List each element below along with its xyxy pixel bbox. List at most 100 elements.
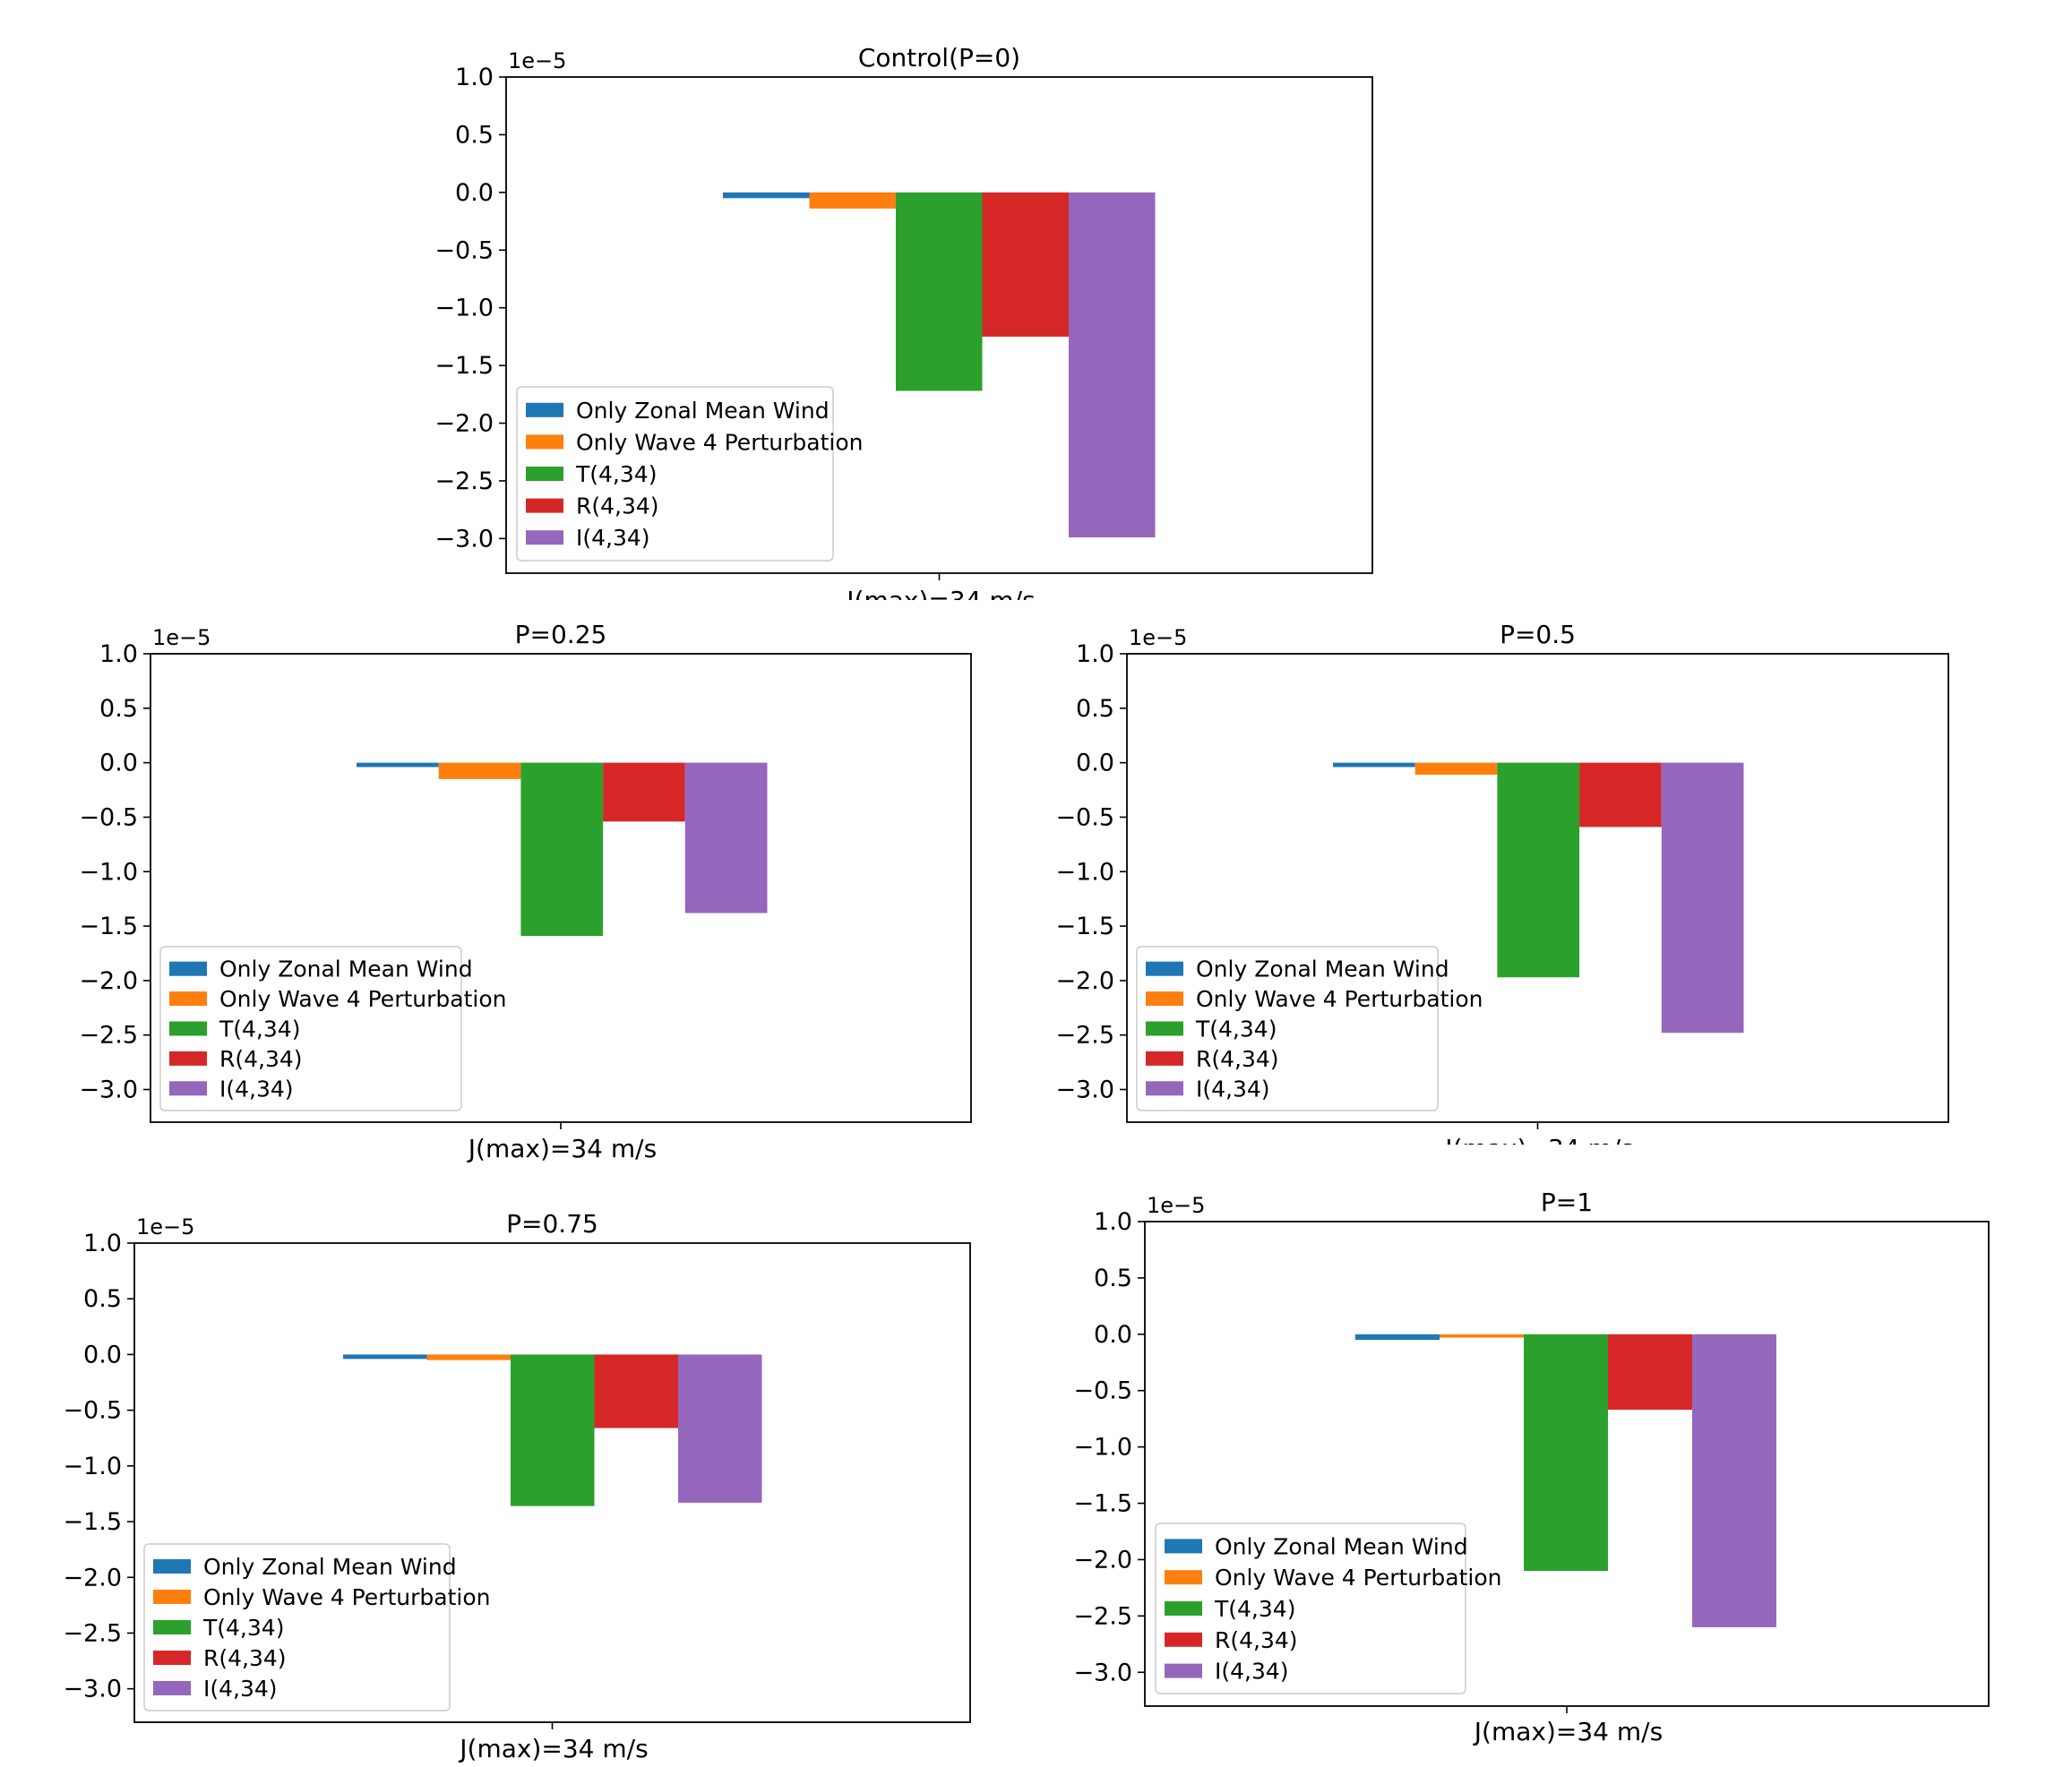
y-tick-label: −2.0	[434, 410, 494, 438]
legend-label: I(4,34)	[219, 1076, 294, 1102]
bar-I	[1692, 1334, 1776, 1627]
legend-label: Only Wave 4 Perturbation	[576, 429, 863, 455]
legend-swatch-I	[1165, 1663, 1202, 1678]
legend-swatch-wave4	[1165, 1570, 1202, 1585]
y-tick-label: 0.0	[1094, 1321, 1132, 1349]
y-tick-label: −2.5	[1055, 1022, 1114, 1050]
bar-T	[1497, 762, 1580, 978]
bar-T	[1524, 1334, 1608, 1572]
bar-wave4	[809, 192, 896, 209]
legend-swatch-R	[169, 1051, 207, 1066]
bar-wave4	[426, 1354, 511, 1360]
x-axis-label: J(max)=34 m/s	[1473, 1717, 1663, 1746]
legend-box	[143, 1543, 451, 1711]
legend-swatch-zonal	[1165, 1539, 1202, 1554]
legend-label: Only Wave 4 Perturbation	[1215, 1565, 1501, 1591]
y-tick-label: 0.0	[99, 750, 138, 777]
y-tick-label: −0.5	[63, 1397, 122, 1425]
legend-label: Only Zonal Mean Wind	[1215, 1533, 1468, 1559]
y-offset-label: 1e−5	[136, 1214, 194, 1239]
y-tick-label: −0.5	[1055, 803, 1114, 831]
bar-I	[678, 1354, 762, 1503]
x-axis-label: J(max)=34 m/s	[467, 1134, 657, 1163]
y-tick-label: −3.0	[63, 1676, 122, 1703]
legend-swatch-wave4	[169, 991, 207, 1007]
chart-title: P=1	[1541, 1188, 1593, 1217]
legend-label: Only Zonal Mean Wind	[1196, 956, 1449, 982]
bar-zonal	[1355, 1334, 1440, 1341]
legend-swatch-I	[526, 530, 563, 545]
legend-swatch-zonal	[1146, 961, 1183, 976]
y-tick-label: −1.0	[63, 1453, 122, 1480]
y-tick-label: −3.0	[1073, 1659, 1132, 1686]
bar-I	[684, 762, 768, 914]
y-tick-label: −1.5	[63, 1508, 122, 1536]
legend: Only Zonal Mean Wind Only Wave 4 Perturba…	[1155, 1523, 1501, 1694]
y-tick-label: −0.5	[434, 236, 494, 264]
legend-box	[1136, 946, 1439, 1111]
y-tick-label: −1.5	[434, 352, 494, 380]
legend-swatch-wave4	[526, 434, 563, 450]
legend-swatch-T	[1165, 1601, 1202, 1616]
legend-swatch-T	[153, 1620, 191, 1634]
legend-swatch-R	[1165, 1632, 1202, 1647]
y-tick-label: −2.0	[1055, 967, 1114, 995]
y-tick-label: 1.0	[99, 640, 138, 668]
y-tick-label: −1.0	[79, 858, 138, 886]
legend-label: T(4,34)	[1195, 1016, 1277, 1042]
y-tick-label: 0.5	[1094, 1265, 1132, 1292]
x-axis-label: J(max)=34 m/s	[1443, 1134, 1633, 1163]
y-tick-label: −3.0	[79, 1076, 138, 1104]
legend-swatch-zonal	[169, 961, 207, 976]
y-tick-label: −1.0	[1055, 858, 1114, 886]
legend-swatch-R	[1146, 1051, 1183, 1066]
bar-wave4	[1440, 1334, 1524, 1338]
legend-swatch-T	[1146, 1021, 1183, 1036]
y-offset-label: 1e−5	[152, 625, 211, 650]
y-tick-label: 0.5	[1076, 695, 1114, 723]
y-tick-label: 1.0	[1094, 1208, 1132, 1236]
legend-swatch-R	[526, 498, 563, 513]
y-tick-label: −1.0	[434, 295, 494, 322]
y-tick-label: 0.5	[83, 1285, 122, 1313]
legend-label: R(4,34)	[1196, 1046, 1279, 1072]
bar-I	[1069, 192, 1156, 538]
legend-label: Only Zonal Mean Wind	[219, 956, 473, 982]
bar-T	[896, 192, 983, 391]
legend-label: R(4,34)	[219, 1046, 303, 1072]
legend-label: I(4,34)	[1196, 1076, 1270, 1102]
legend-swatch-I	[1146, 1081, 1183, 1096]
legend: Only Zonal Mean Wind Only Wave 4 Perturba…	[143, 1543, 490, 1711]
y-offset-label: 1e−5	[1129, 625, 1187, 650]
legend-label: R(4,34)	[1215, 1627, 1298, 1653]
legend-box	[159, 946, 462, 1111]
legend-label: R(4,34)	[576, 493, 659, 519]
y-tick-label: −3.0	[1055, 1076, 1114, 1104]
bar-zonal	[1333, 762, 1415, 768]
legend-swatch-wave4	[1146, 991, 1183, 1007]
legend-swatch-R	[153, 1651, 191, 1665]
legend-label: T(4,34)	[219, 1016, 300, 1042]
chart-title: Control(P=0)	[858, 43, 1020, 73]
chart-title: P=0.25	[515, 620, 607, 649]
y-tick-label: 1.0	[1076, 640, 1114, 668]
bar-R	[594, 1354, 678, 1428]
legend-label: Only Wave 4 Perturbation	[203, 1584, 490, 1610]
legend-swatch-I	[169, 1081, 207, 1096]
y-tick-label: 0.0	[455, 179, 494, 207]
legend-label: T(4,34)	[575, 461, 657, 487]
y-tick-label: 0.0	[1076, 750, 1114, 777]
legend-box	[516, 386, 834, 562]
bar-zonal	[343, 1354, 427, 1360]
bar-wave4	[438, 762, 521, 779]
bar-R	[603, 762, 685, 822]
chart-panel-0: 1.0 0.5 0.0 −0.5 −1.0 −1.5 −2.0 −2.5 −3.0 1e−5 Con…	[434, 43, 1373, 600]
bar-R	[1608, 1334, 1692, 1411]
legend: Only Zonal Mean Wind Only Wave 4 Perturba…	[159, 946, 506, 1111]
y-tick-label: −1.0	[1073, 1434, 1132, 1462]
legend-label: Only Zonal Mean Wind	[203, 1554, 457, 1580]
legend-label: R(4,34)	[203, 1645, 287, 1671]
legend-label: I(4,34)	[203, 1676, 278, 1702]
legend-label: I(4,34)	[576, 525, 650, 551]
